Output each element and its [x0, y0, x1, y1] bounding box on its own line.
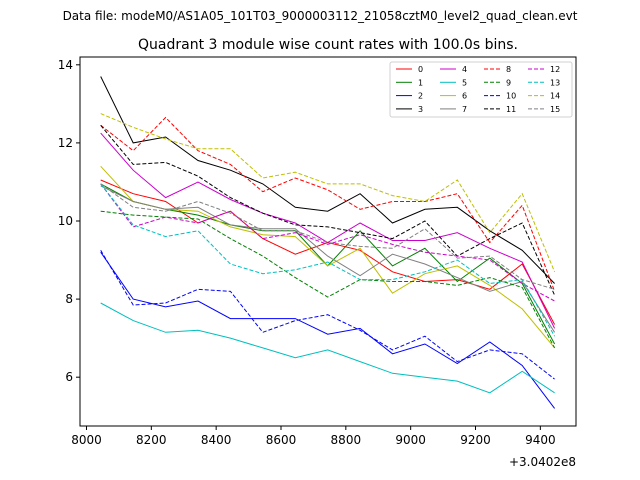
legend-box	[389, 61, 573, 118]
legend-label-0: 0	[418, 65, 423, 74]
legend-label-2: 2	[418, 92, 423, 101]
x-tick-label: 8400	[201, 433, 232, 447]
y-tick-label: 14	[58, 58, 73, 72]
series-line-6	[100, 165, 555, 349]
x-offset-label: +3.0402e8	[509, 455, 576, 469]
legend-label-3: 3	[418, 105, 423, 114]
y-tick-label: 8	[65, 292, 73, 306]
series-line-0	[100, 179, 556, 325]
series-line-3	[100, 76, 555, 284]
legend-label-4: 4	[462, 65, 467, 74]
x-tick-label: 8200	[136, 433, 167, 447]
legend-label-12: 12	[550, 65, 560, 74]
chart-title: Quadrant 3 module wise count rates with …	[138, 37, 518, 53]
series-line-2	[100, 251, 555, 409]
legend-label-7: 7	[462, 105, 467, 114]
legend-label-6: 6	[462, 92, 467, 101]
legend-label-10: 10	[506, 92, 516, 101]
series-line-14	[100, 113, 556, 272]
series-line-5	[100, 302, 555, 394]
series-line-8	[100, 116, 556, 292]
legend-label-9: 9	[506, 78, 511, 87]
legend-label-14: 14	[550, 92, 560, 101]
y-tick-label: 10	[58, 214, 73, 228]
series-line-4	[100, 132, 556, 329]
suptitle: Data file: modeM0/AS1A05_101T03_90000031…	[63, 9, 578, 23]
x-tick-label: 8600	[266, 433, 297, 447]
x-tick-label: 9200	[460, 433, 491, 447]
x-tick-label: 8000	[71, 433, 102, 447]
series-layer	[100, 76, 556, 409]
x-tick-label: 8800	[331, 433, 362, 447]
series-line-9	[100, 210, 556, 349]
series-line-15	[100, 183, 555, 290]
series-line-13	[100, 183, 556, 337]
series-line-11	[100, 124, 556, 296]
y-tick-label: 12	[58, 136, 73, 150]
series-line-1	[100, 183, 556, 345]
series-line-7	[100, 185, 556, 333]
y-tick-label: 6	[65, 370, 73, 384]
x-tick-label: 9000	[395, 433, 426, 447]
legend-label-1: 1	[418, 78, 423, 87]
series-line-12	[100, 183, 555, 302]
x-tick-label: 9400	[525, 433, 556, 447]
legend-label-11: 11	[506, 105, 516, 114]
legend-label-8: 8	[506, 65, 511, 74]
legend-label-15: 15	[550, 105, 560, 114]
plot-area	[79, 56, 577, 427]
legend-label-5: 5	[462, 78, 467, 87]
legend-label-13: 13	[550, 78, 560, 87]
series-line-10	[100, 250, 555, 380]
